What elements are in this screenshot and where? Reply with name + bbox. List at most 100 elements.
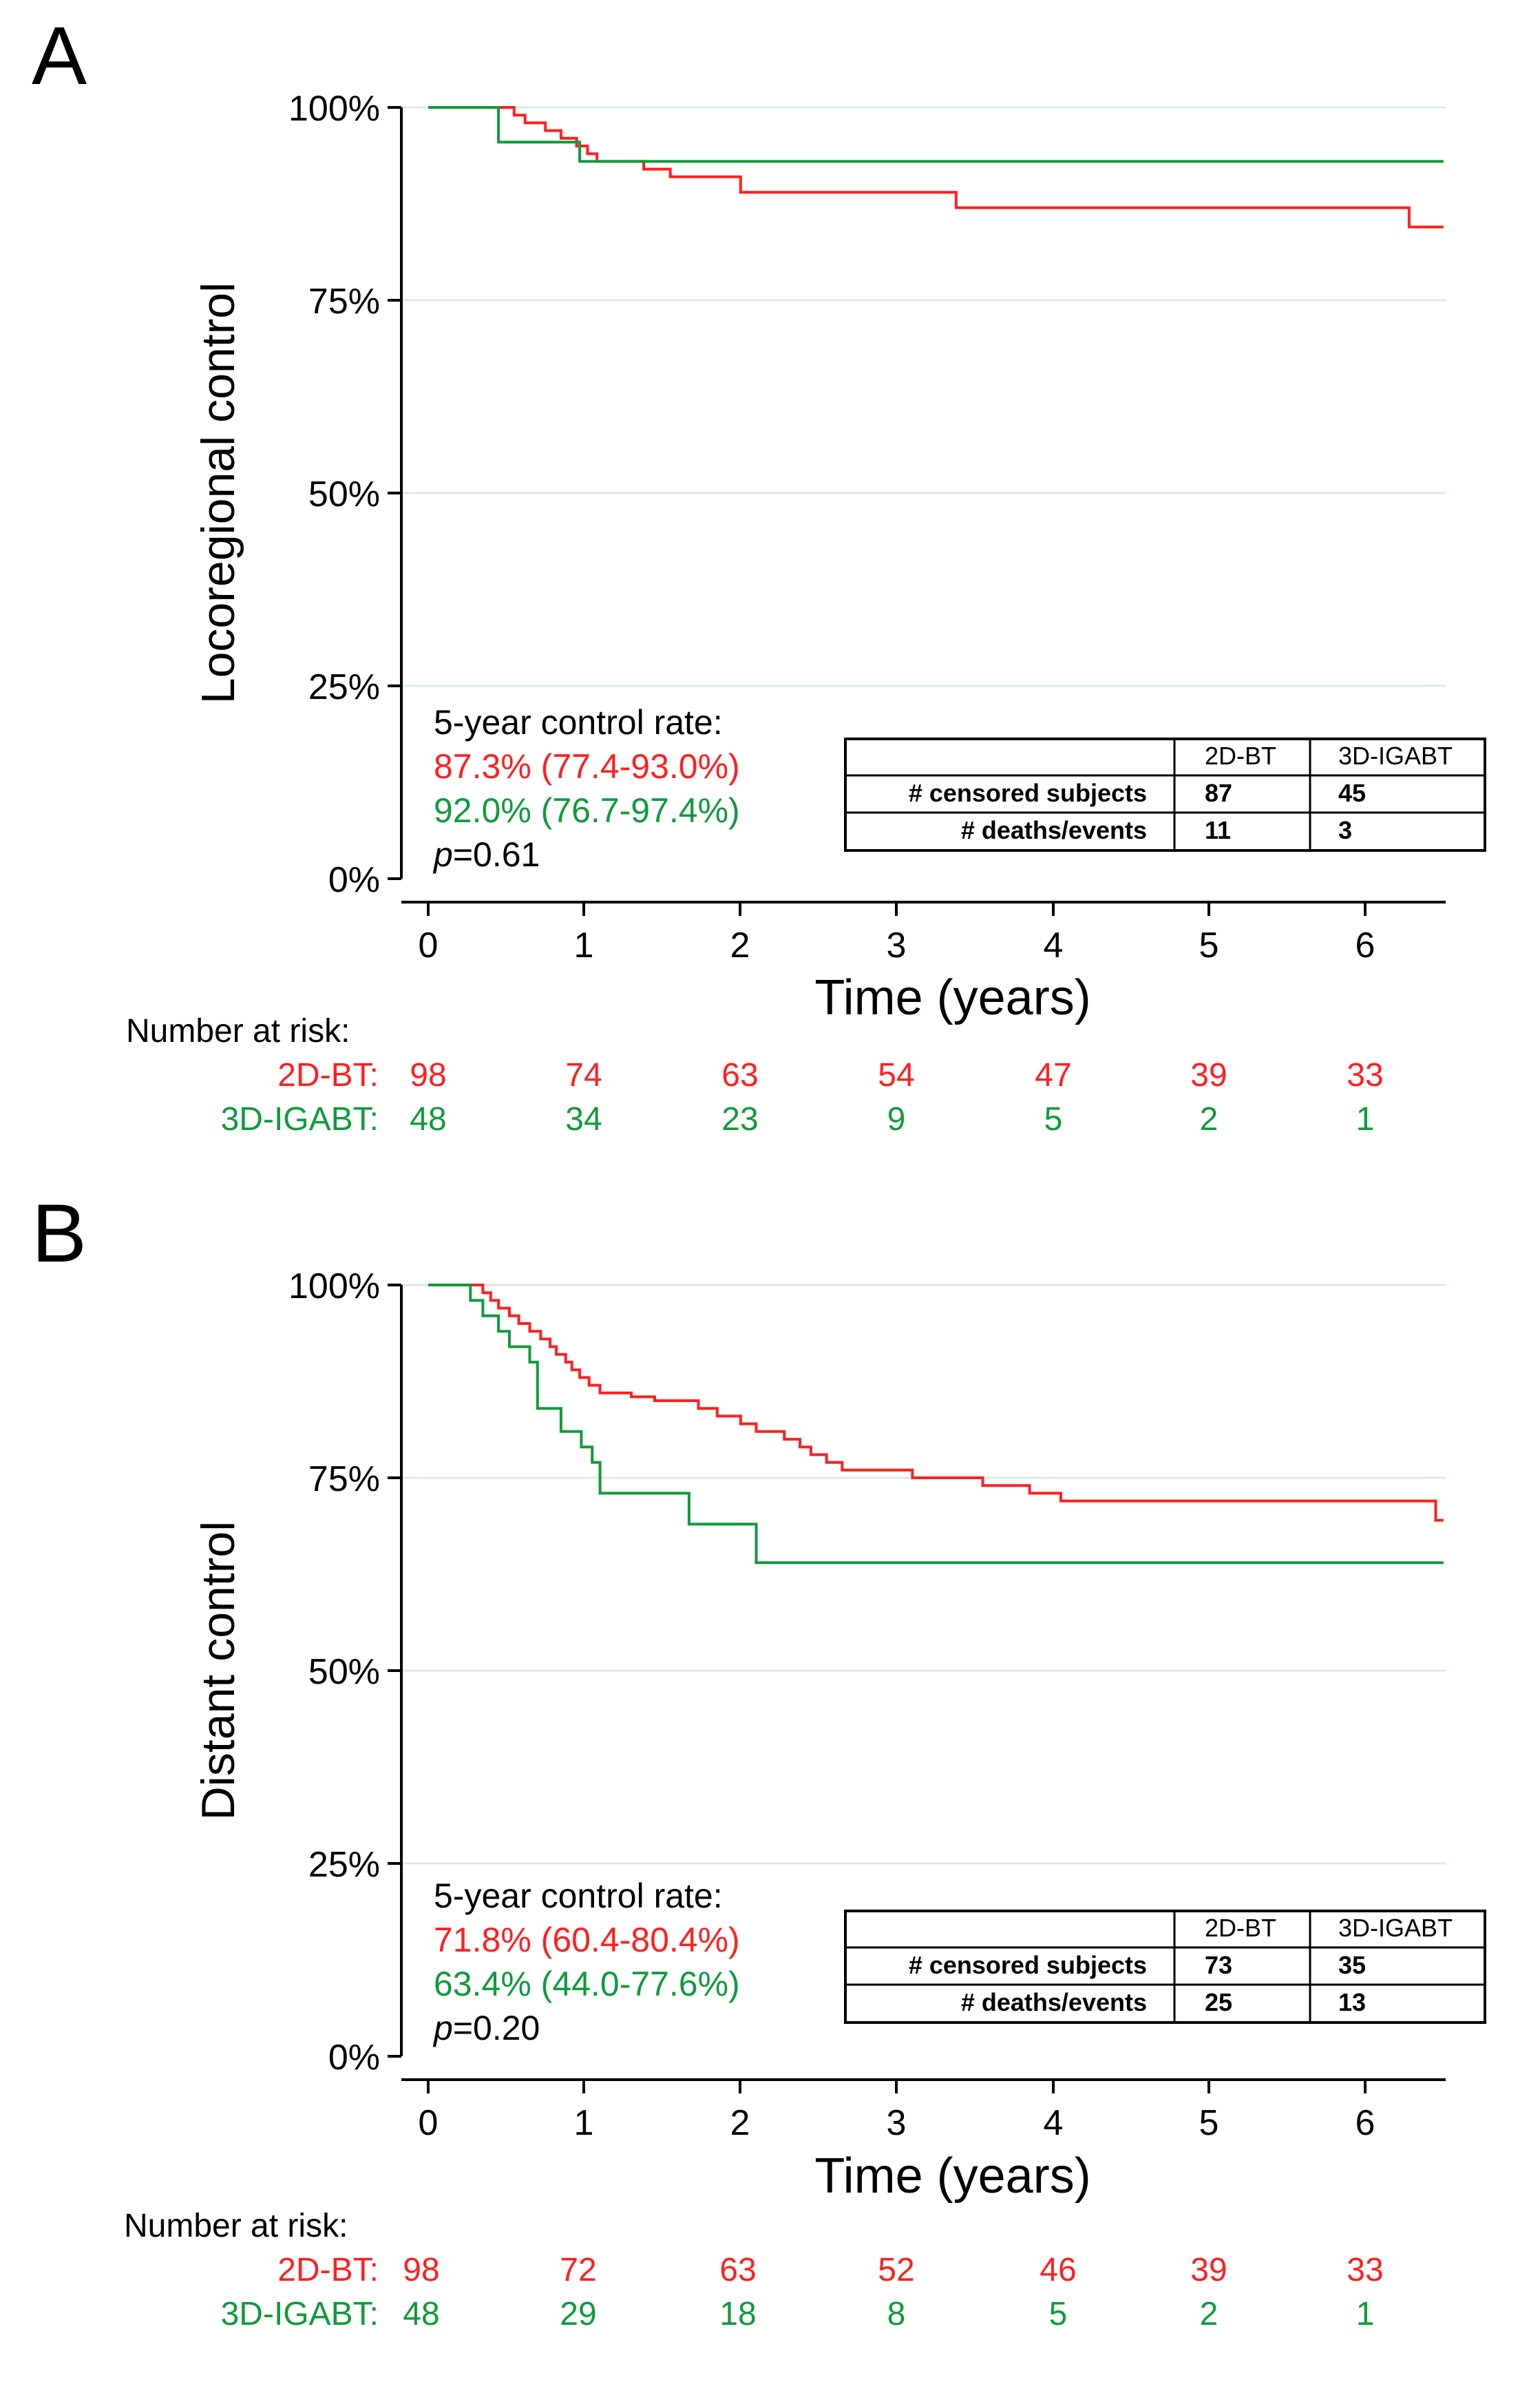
- y-tick-label: 75%: [308, 282, 380, 322]
- y-tick-label: 0%: [328, 860, 380, 900]
- x-tick-label: 6: [1356, 2103, 1375, 2143]
- table-cell: 45: [1338, 779, 1366, 807]
- risk-title: Number at risk:: [126, 1013, 350, 1049]
- km-curves: [428, 1284, 1444, 1565]
- km-curve-3d-igabt: [428, 106, 1444, 163]
- x-tick-label: 3: [887, 926, 907, 965]
- table-header: 2D-BT: [1205, 1914, 1276, 1942]
- panel-b: B 100% 75% 50% 25% 0% Distant control: [32, 1187, 1486, 2332]
- risk-value: 52: [878, 2252, 914, 2288]
- stats-annotation: 5-year control rate: 71.8% (60.4-80.4%) …: [432, 1877, 740, 2047]
- risk-value: 5: [1044, 1101, 1063, 1138]
- risk-group-label: 2D-BT:: [277, 1057, 379, 1094]
- table-border: [844, 738, 1486, 852]
- p-value: p=0.20: [432, 2009, 540, 2047]
- x-tick-label: 6: [1356, 926, 1375, 965]
- stats-red-rate: 71.8% (60.4-80.4%): [434, 1921, 740, 1959]
- risk-value: 54: [878, 1057, 914, 1094]
- y-tick-labels: 100% 75% 50% 25% 0%: [288, 1266, 380, 2078]
- panel-letter: A: [32, 10, 87, 102]
- risk-value: 48: [410, 1101, 446, 1138]
- x-tick-label: 0: [419, 2103, 439, 2143]
- table-cell: 25: [1205, 1988, 1232, 2016]
- x-axis-label: Time (years): [814, 970, 1090, 1025]
- p-label: p: [432, 2009, 453, 2047]
- risk-value: 18: [719, 2296, 756, 2332]
- y-tick-label: 50%: [308, 474, 380, 514]
- stats-heading: 5-year control rate:: [434, 1877, 723, 1915]
- y-tick-label: 25%: [308, 1845, 380, 1885]
- y-axis-label: Distant control: [192, 1521, 244, 1821]
- x-tick-label: 1: [574, 926, 594, 965]
- y-tick-label: 0%: [328, 2038, 380, 2078]
- risk-value: 2: [1200, 1101, 1219, 1138]
- risk-value: 47: [1035, 1057, 1071, 1094]
- km-curve-3d-igabt: [428, 1284, 1444, 1565]
- risk-table: Number at risk: 2D-BT: 3D-IGABT: 98 74 6…: [126, 1013, 1384, 1138]
- x-axis: [401, 901, 1446, 916]
- table-cell: 87: [1205, 779, 1232, 807]
- risk-value: 33: [1347, 2252, 1383, 2288]
- y-tick-label: 50%: [308, 1652, 380, 1692]
- risk-value: 5: [1049, 2296, 1068, 2332]
- x-axis: [401, 2078, 1446, 2093]
- x-tick-label: 4: [1044, 926, 1064, 965]
- risk-value: 63: [719, 2252, 756, 2288]
- y-tick-label: 25%: [308, 667, 380, 707]
- table-cell: 73: [1205, 1951, 1232, 1979]
- table-cell: 3: [1338, 816, 1352, 844]
- table-cell: 13: [1338, 1988, 1366, 2016]
- x-tick-label: 0: [419, 926, 439, 965]
- x-tick-label: 5: [1199, 2103, 1219, 2143]
- risk-group-label: 3D-IGABT:: [221, 2296, 379, 2332]
- stats-green-rate: 63.4% (44.0-77.6%): [434, 1965, 740, 2003]
- y-axis: [388, 1284, 403, 2058]
- y-axis-label: Locoregional control: [192, 282, 244, 704]
- risk-value: 63: [721, 1057, 758, 1094]
- risk-value: 46: [1040, 2252, 1076, 2288]
- risk-value: 39: [1190, 1057, 1227, 1094]
- panel-letter: B: [32, 1187, 87, 1279]
- risk-value: 8: [887, 2296, 906, 2332]
- table-row-label: # deaths/events: [961, 816, 1147, 844]
- table-header: 3D-IGABT: [1338, 742, 1453, 770]
- risk-value: 29: [560, 2296, 596, 2332]
- table-cell: 35: [1338, 1951, 1366, 1979]
- risk-value: 9: [887, 1101, 906, 1138]
- risk-value: 2: [1200, 2296, 1219, 2332]
- y-tick-label: 75%: [308, 1459, 380, 1499]
- risk-value: 23: [721, 1101, 758, 1138]
- y-tick-label: 100%: [288, 1266, 380, 1306]
- risk-value: 33: [1347, 1057, 1383, 1094]
- x-tick-label: 4: [1044, 2103, 1064, 2143]
- table-cell: 11: [1205, 816, 1231, 844]
- risk-value: 48: [403, 2296, 439, 2332]
- risk-value: 98: [410, 1057, 446, 1094]
- x-tick-label: 2: [730, 2103, 750, 2143]
- panel-a: A 100% 75% 50% 25% 0% Locoregional contr…: [32, 10, 1486, 1138]
- risk-group-label: 2D-BT:: [277, 2252, 379, 2288]
- y-tick-labels: 100% 75% 50% 25% 0%: [288, 89, 380, 900]
- risk-value: 39: [1190, 2252, 1227, 2288]
- summary-table: 2D-BT 3D-IGABT # censored subjects 87 45…: [844, 738, 1486, 852]
- x-tick-labels: 0 1 2 3 4 5 6: [419, 926, 1375, 965]
- risk-value: 72: [560, 2252, 596, 2288]
- gridlines: [401, 1284, 1446, 1865]
- risk-value: 1: [1356, 1101, 1375, 1138]
- p-value: p=0.61: [432, 835, 540, 874]
- stats-green-rate: 92.0% (76.7-97.4%): [434, 791, 740, 830]
- risk-value: 34: [565, 1101, 602, 1138]
- risk-group-label: 3D-IGABT:: [221, 1101, 379, 1138]
- gridlines: [401, 106, 1446, 687]
- risk-table: Number at risk: 2D-BT: 3D-IGABT: 98 72 6…: [124, 2208, 1384, 2332]
- x-axis-label: Time (years): [814, 2149, 1090, 2204]
- y-axis: [388, 106, 403, 880]
- stats-red-rate: 87.3% (77.4-93.0%): [434, 747, 740, 786]
- x-tick-label: 1: [574, 2103, 594, 2143]
- risk-value: 98: [403, 2252, 439, 2288]
- x-tick-label: 3: [887, 2103, 907, 2143]
- p-number: =0.20: [453, 2009, 540, 2047]
- table-row-label: # censored subjects: [909, 1951, 1147, 1979]
- table-row-label: # censored subjects: [909, 779, 1147, 807]
